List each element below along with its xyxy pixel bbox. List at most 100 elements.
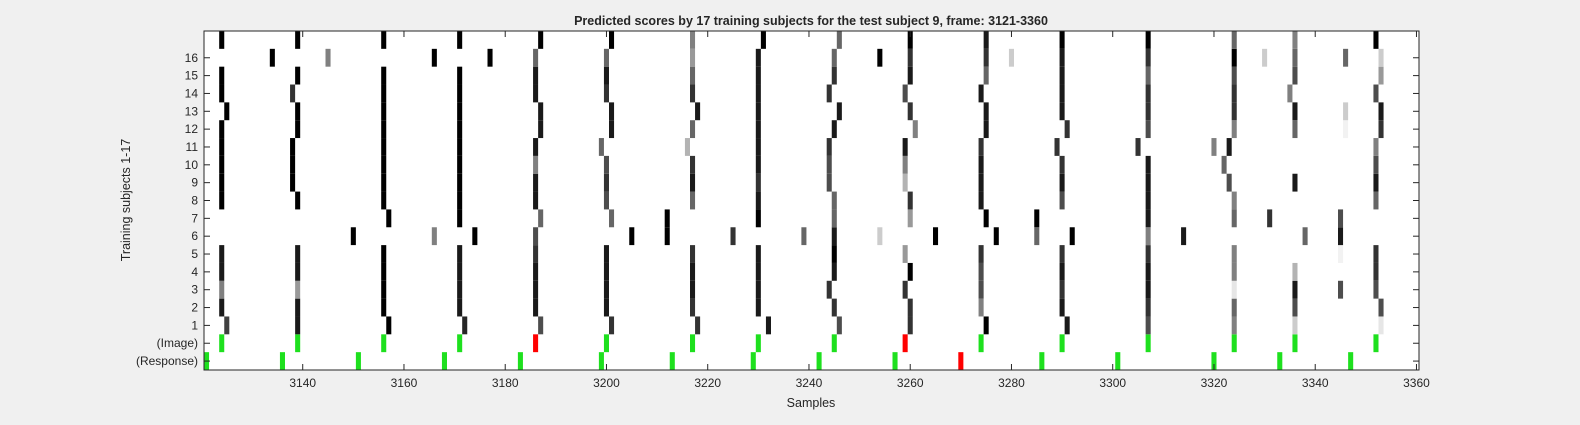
score-cell-subject-15 — [1145, 66, 1151, 85]
score-cell-subject-3 — [755, 280, 761, 299]
score-cell-subject-12 — [538, 120, 544, 139]
score-cell-subject-1 — [1292, 316, 1298, 335]
score-cell-subject-4 — [978, 262, 984, 281]
score-cell-subject-13 — [1378, 102, 1384, 121]
score-cell-subject-4 — [295, 262, 301, 281]
score-cell-subject-9 — [533, 173, 539, 192]
score-cell-subject-4 — [755, 262, 761, 281]
score-cell-subject-16 — [1292, 48, 1298, 67]
image-marker — [1231, 334, 1237, 353]
y-tick-label: 3 — [191, 283, 198, 297]
score-cell-subject-2 — [1059, 298, 1065, 317]
plot-background — [204, 31, 1419, 370]
score-cell-subject-11 — [755, 138, 761, 156]
score-cell-subject-12 — [1292, 120, 1298, 139]
score-cell-subject-4 — [533, 262, 539, 281]
score-cell-subject-3 — [1292, 280, 1298, 299]
score-cell-subject-13 — [907, 102, 913, 121]
score-cell-subject-5 — [1059, 245, 1065, 263]
score-cell-subject-5 — [902, 245, 908, 263]
score-cell-subject-16 — [877, 48, 883, 67]
chart-marks — [204, 31, 1384, 370]
score-cell-subject-11 — [457, 138, 463, 156]
score-cell-subject-11 — [826, 138, 832, 156]
score-cell-subject-5 — [295, 245, 301, 263]
score-cell-subject-13 — [538, 102, 544, 121]
score-cell-subject-12 — [912, 120, 918, 139]
score-cell-subject-16 — [431, 48, 437, 67]
score-cell-subject-9 — [1292, 173, 1298, 192]
x-tick-label: 3200 — [593, 376, 620, 390]
score-cell-subject-5 — [381, 245, 387, 263]
score-cell-subject-8 — [457, 191, 463, 210]
score-cell-subject-1 — [765, 316, 771, 335]
score-cell-subject-13 — [381, 102, 387, 121]
score-cell-subject-12 — [295, 120, 301, 139]
response-marker — [1211, 352, 1217, 370]
score-cell-subject-2 — [755, 298, 761, 317]
score-cell-subject-14 — [381, 84, 387, 103]
response-marker — [1277, 352, 1283, 370]
score-cell-subject-7 — [386, 209, 392, 228]
score-cell-subject-17 — [1292, 31, 1298, 49]
score-cell-subject-12 — [1064, 120, 1070, 139]
score-cell-subject-1 — [836, 316, 842, 335]
score-cell-subject-2 — [907, 298, 913, 317]
score-cell-subject-11 — [1211, 138, 1217, 156]
score-cell-subject-16 — [755, 48, 761, 67]
score-cell-subject-12 — [1343, 120, 1349, 139]
score-cell-subject-14 — [978, 84, 984, 103]
score-cell-subject-16 — [325, 48, 331, 67]
score-cell-subject-15 — [295, 66, 301, 85]
score-cell-subject-17 — [1059, 31, 1065, 49]
x-tick-label: 3260 — [897, 376, 924, 390]
score-cell-subject-8 — [1231, 191, 1237, 210]
score-cell-subject-17 — [1373, 31, 1379, 49]
score-cell-subject-13 — [1343, 102, 1349, 121]
response-marker — [750, 352, 756, 370]
score-cell-subject-6 — [933, 227, 939, 246]
score-cell-subject-10 — [826, 155, 832, 174]
response-marker — [1039, 352, 1045, 370]
score-cell-subject-9 — [902, 173, 908, 192]
score-cell-subject-17 — [983, 31, 989, 49]
score-cell-subject-9 — [1226, 173, 1232, 192]
score-cell-subject-4 — [1373, 262, 1379, 281]
score-cell-subject-9 — [1145, 173, 1151, 192]
score-cell-subject-15 — [1231, 66, 1237, 85]
score-cell-subject-17 — [609, 31, 615, 49]
score-cell-subject-13 — [836, 102, 842, 121]
score-cell-subject-1 — [538, 316, 544, 335]
y-tick-label: 10 — [185, 158, 199, 172]
y-tick-label: 14 — [185, 86, 199, 100]
score-cell-subject-12 — [1145, 120, 1151, 139]
score-cell-subject-2 — [533, 298, 539, 317]
score-cell-subject-8 — [603, 191, 609, 210]
score-cell-subject-2 — [457, 298, 463, 317]
image-marker — [457, 334, 463, 353]
score-cell-subject-17 — [690, 31, 696, 49]
score-cell-subject-3 — [690, 280, 696, 299]
score-cell-subject-14 — [603, 84, 609, 103]
score-cell-subject-7 — [983, 209, 989, 228]
score-cell-subject-11 — [1373, 138, 1379, 156]
score-cell-subject-7 — [664, 209, 670, 228]
y-tick-label: 1 — [191, 318, 198, 332]
y-tick-label: 4 — [191, 265, 198, 279]
score-cell-subject-14 — [457, 84, 463, 103]
score-cell-subject-16 — [1231, 48, 1237, 67]
score-cell-subject-5 — [755, 245, 761, 263]
score-cell-subject-3 — [219, 280, 225, 299]
image-marker — [831, 334, 837, 353]
score-cell-subject-4 — [219, 262, 225, 281]
score-cell-subject-8 — [295, 191, 301, 210]
score-cell-subject-3 — [978, 280, 984, 299]
score-cell-subject-13 — [983, 102, 989, 121]
score-cell-subject-2 — [690, 298, 696, 317]
response-marker — [517, 352, 523, 370]
score-cell-subject-1 — [609, 316, 615, 335]
score-cell-subject-13 — [1231, 102, 1237, 121]
score-cell-subject-16 — [1343, 48, 1349, 67]
score-cell-subject-15 — [603, 66, 609, 85]
response-marker — [279, 352, 285, 370]
